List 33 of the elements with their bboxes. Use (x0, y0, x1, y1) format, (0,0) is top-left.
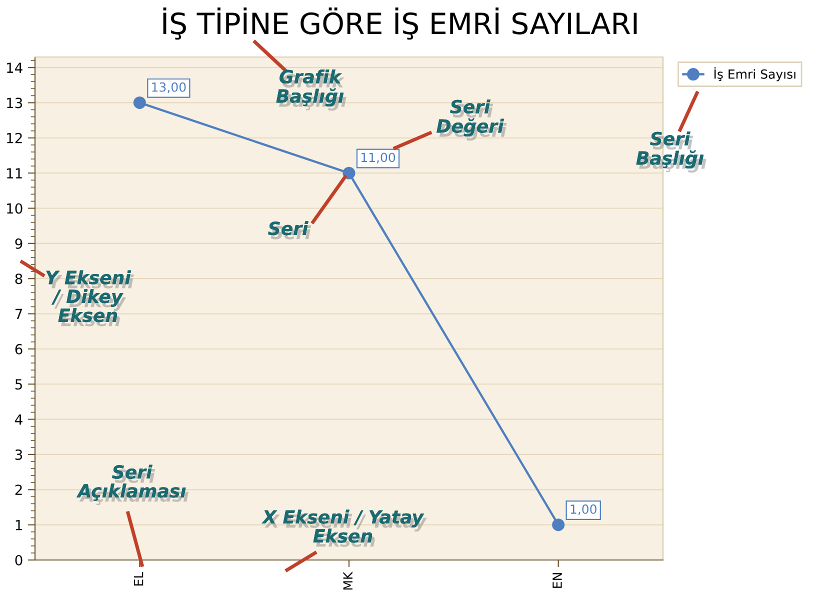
point (133, 96, 146, 109)
y-tick-label: 3 (15, 449, 22, 460)
x-tick-label: EL (134, 572, 144, 586)
y-tick-label: 6 (15, 344, 22, 354)
data-label: 13,00 (152, 82, 186, 94)
annotation: Seri Açıklaması (76, 464, 189, 506)
y-tick-label: 4 (15, 414, 22, 425)
chart-title: İŞ TİPİNE GÖRE İŞ EMRİ SAYILARI (163, 7, 637, 40)
y-tick-label: 10 (7, 203, 22, 214)
annotation: Grafik Başlığı (276, 70, 346, 111)
annotation: Seri Başlığı (636, 132, 706, 173)
y-tick-label: 12 (7, 132, 22, 144)
y-tick-label: 13 (7, 98, 22, 108)
point (342, 166, 356, 180)
annotation: Y Ekseni / Dikey Eksen (46, 270, 134, 326)
y-tick-label: 1 (16, 520, 22, 530)
y-tick-label: 2 (15, 484, 22, 495)
legend-label: İş Emri Sayısı (714, 67, 796, 82)
y-tick-label: 14 (7, 62, 22, 73)
y-tick-label: 11 (7, 168, 22, 178)
data-label: 11,00 (361, 152, 396, 164)
point (552, 518, 565, 532)
y-tick-label: 0 (15, 554, 22, 566)
x-tick-label: EN (552, 573, 562, 588)
annotation: Seri (268, 221, 312, 240)
y-tick-label: 9 (15, 238, 22, 249)
annotation: Seri Değeri (436, 100, 507, 141)
y-tick-label: 7 (15, 308, 22, 320)
x-tick-label: MK (343, 572, 352, 590)
annotation: X Ekseni / Yatay Eksen (262, 510, 427, 547)
y-tick-label: 5 (15, 379, 22, 390)
data-label: 1,00 (570, 504, 596, 516)
y-tick-label: 8 (15, 274, 22, 284)
